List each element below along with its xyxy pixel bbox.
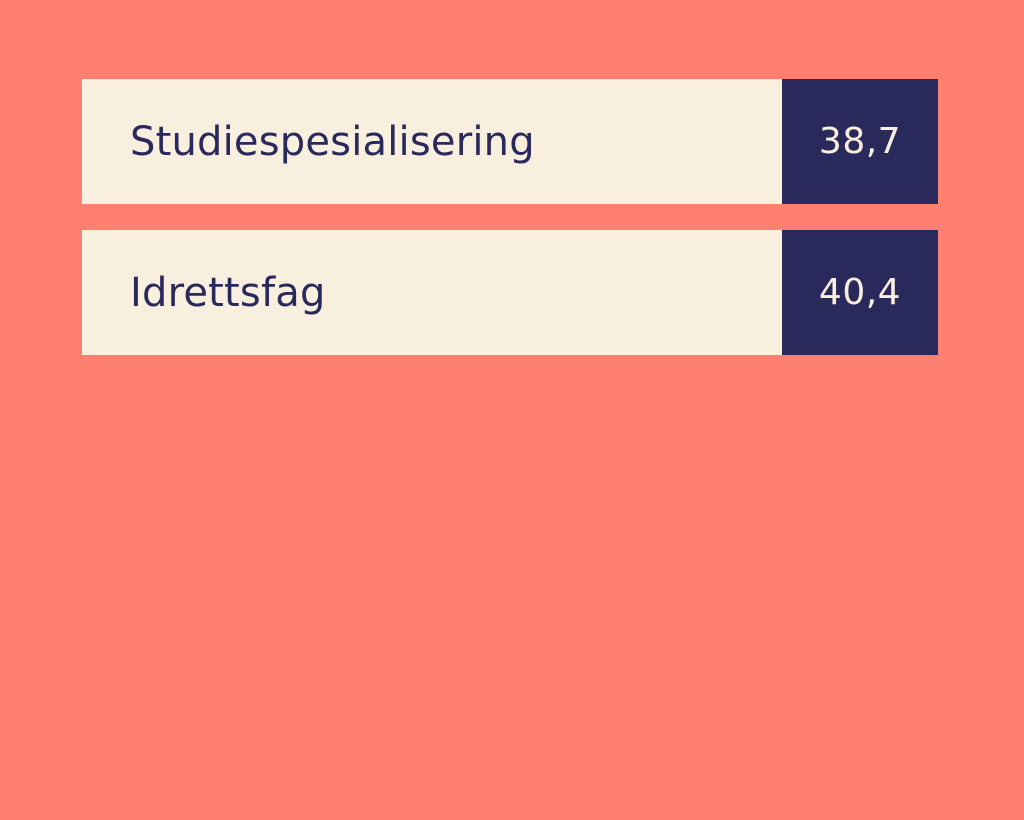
row-label: Idrettsfag (82, 230, 782, 355)
list-row-studiespesialisering: Studiespesialisering 38,7 (82, 79, 938, 204)
comparison-list: Studiespesialisering 38,7 Idrettsfag 40,… (82, 79, 938, 381)
list-row-idrettsfag: Idrettsfag 40,4 (82, 230, 938, 355)
row-value: 38,7 (782, 79, 938, 204)
row-label: Studiespesialisering (82, 79, 782, 204)
row-value: 40,4 (782, 230, 938, 355)
